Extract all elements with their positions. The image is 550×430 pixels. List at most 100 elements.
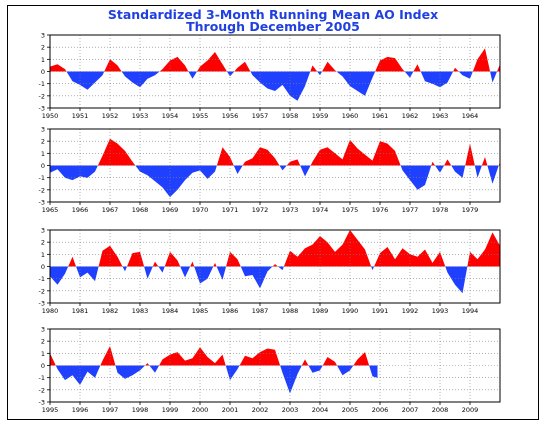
x-tick-label: 1987 (252, 307, 269, 315)
y-tick-label: 3 (41, 326, 45, 334)
y-tick-label: -2 (39, 186, 45, 194)
x-tick-label: 2000 (192, 406, 209, 414)
x-tick-label: 2009 (462, 406, 479, 414)
y-tick-label: -3 (39, 300, 45, 308)
x-tick-label: 1970 (192, 206, 209, 214)
series-area (50, 346, 378, 394)
x-tick-label: 1953 (132, 112, 149, 120)
x-tick-label: 1994 (462, 307, 479, 315)
x-tick-label: 1996 (72, 406, 89, 414)
x-tick-label: 1990 (342, 307, 359, 315)
negative-area (50, 71, 500, 101)
x-tick-label: 1976 (372, 206, 389, 214)
y-tick-label: 0 (41, 263, 45, 271)
x-tick-label: 1966 (72, 206, 89, 214)
x-tick-label: 1980 (42, 307, 59, 315)
y-tick-label: -3 (39, 105, 45, 113)
x-tick-label: 1964 (462, 112, 479, 120)
x-tick-label: 1975 (342, 206, 359, 214)
series-area (50, 230, 500, 294)
x-tick-label: 2008 (432, 406, 449, 414)
x-tick-label: 1954 (162, 112, 179, 120)
x-tick-label: 1977 (402, 206, 419, 214)
x-tick-label: 1958 (282, 112, 299, 120)
x-tick-label: 1963 (432, 112, 449, 120)
outer-frame (7, 5, 539, 420)
x-tick-label: 1998 (132, 406, 149, 414)
negative-area (50, 365, 378, 394)
x-tick-label: 2005 (342, 406, 359, 414)
x-tick-label: 1979 (462, 206, 479, 214)
y-tick-label: 2 (41, 239, 45, 247)
y-tick-label: -1 (39, 80, 45, 88)
x-tick-label: 1997 (102, 406, 119, 414)
x-tick-label: 1985 (192, 307, 209, 315)
positive-area (50, 48, 500, 72)
x-tick-label: 1957 (252, 112, 269, 120)
y-tick-label: -1 (39, 174, 45, 182)
x-tick-label: 2007 (402, 406, 419, 414)
y-tick-label: -2 (39, 386, 45, 394)
y-tick-label: 3 (41, 227, 45, 235)
x-tick-label: 1959 (312, 112, 329, 120)
x-tick-label: 1999 (162, 406, 179, 414)
x-tick-label: 1974 (312, 206, 329, 214)
y-tick-label: -3 (39, 399, 45, 407)
x-tick-label: 1971 (222, 206, 239, 214)
x-tick-label: 1956 (222, 112, 239, 120)
series-area (50, 48, 500, 101)
y-tick-label: -3 (39, 199, 45, 207)
x-tick-label: 1986 (222, 307, 239, 315)
x-tick-label: 2003 (282, 406, 299, 414)
x-tick-label: 1972 (252, 206, 269, 214)
negative-area (50, 165, 500, 198)
x-tick-label: 1967 (102, 206, 119, 214)
x-tick-label: 1961 (372, 112, 389, 120)
x-tick-label: 1984 (162, 307, 179, 315)
y-tick-label: 3 (41, 32, 45, 40)
series-area (50, 138, 500, 198)
x-tick-label: 1989 (312, 307, 329, 315)
x-tick-label: 1983 (132, 307, 149, 315)
y-tick-label: 3 (41, 126, 45, 134)
chart-title-line-1: Standardized 3-Month Running Mean AO Ind… (108, 7, 438, 22)
x-tick-label: 1988 (282, 307, 299, 315)
y-tick-label: 0 (41, 68, 45, 76)
x-tick-label: 1978 (432, 206, 449, 214)
chart-title-line-2: Through December 2005 (186, 19, 360, 34)
x-tick-label: 1952 (102, 112, 119, 120)
x-tick-label: 1982 (102, 307, 119, 315)
positive-area (50, 138, 500, 166)
x-tick-label: 1993 (432, 307, 449, 315)
x-tick-label: 2006 (372, 406, 389, 414)
x-tick-label: 1973 (282, 206, 299, 214)
y-tick-label: -1 (39, 374, 45, 382)
positive-area (50, 346, 378, 366)
y-tick-label: 1 (41, 350, 45, 358)
x-tick-label: 1968 (132, 206, 149, 214)
x-tick-label: 1991 (372, 307, 389, 315)
x-tick-label: 2004 (312, 406, 329, 414)
y-tick-label: 2 (41, 338, 45, 346)
x-tick-label: 1950 (42, 112, 59, 120)
x-tick-label: 1995 (42, 406, 59, 414)
y-tick-label: -2 (39, 287, 45, 295)
y-tick-label: 0 (41, 362, 45, 370)
x-tick-label: 1992 (402, 307, 419, 315)
x-tick-label: 1951 (72, 112, 89, 120)
y-tick-label: 1 (41, 56, 45, 64)
x-tick-label: 1969 (162, 206, 179, 214)
x-tick-label: 2002 (252, 406, 269, 414)
negative-area (50, 266, 500, 294)
y-tick-label: 1 (41, 251, 45, 259)
y-tick-label: -2 (39, 92, 45, 100)
x-tick-label: 1960 (342, 112, 359, 120)
x-tick-label: 1981 (72, 307, 89, 315)
y-tick-label: -1 (39, 275, 45, 283)
y-tick-label: 2 (41, 44, 45, 52)
